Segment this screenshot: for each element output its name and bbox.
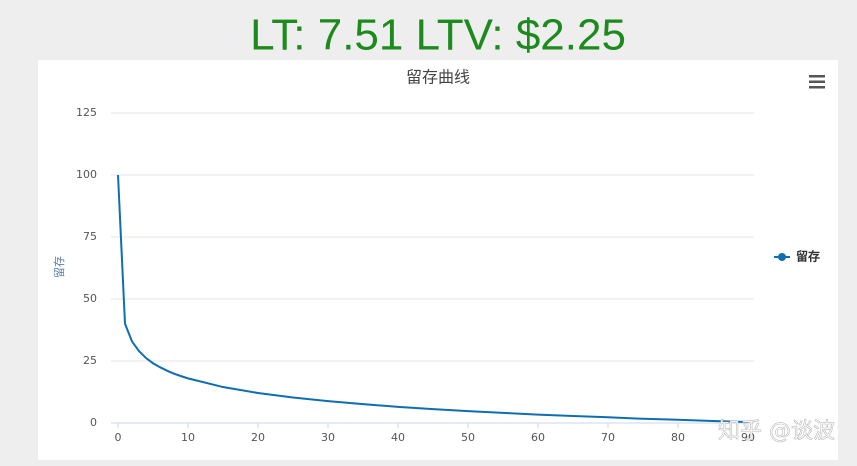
x-tick-label: 60 [531, 431, 545, 444]
chart-panel [38, 60, 838, 460]
x-tick-label: 40 [391, 431, 405, 444]
x-tick-label: 20 [251, 431, 265, 444]
y-tick-label: 125 [76, 106, 97, 119]
y-tick-label: 0 [90, 416, 97, 429]
y-tick-label: 75 [83, 230, 97, 243]
y-tick-label: 25 [83, 354, 97, 367]
x-tick-label: 30 [321, 431, 335, 444]
y-axis-title: 留存 [52, 256, 66, 278]
x-tick-label: 50 [461, 431, 475, 444]
x-tick-label: 10 [181, 431, 195, 444]
x-tick-label: 80 [671, 431, 685, 444]
header: LT: 7.51 LTV: $2.25 [250, 11, 626, 60]
y-tick-label: 100 [76, 168, 97, 181]
x-tick-label: 0 [115, 431, 122, 444]
series-line [117, 174, 749, 424]
menu-bar [809, 86, 825, 89]
menu-bar [809, 80, 825, 83]
x-tick-label: 70 [601, 431, 615, 444]
y-tick-label: 50 [83, 292, 97, 305]
menu-bar [809, 75, 825, 78]
legend-marker [778, 253, 786, 261]
watermark: 知乎 @谈波 [718, 419, 835, 444]
chart-title: 留存曲线 [406, 68, 470, 87]
x-tick-label: 90 [741, 431, 755, 444]
menu-button[interactable] [809, 75, 825, 89]
legend-label: 留存 [796, 249, 820, 264]
